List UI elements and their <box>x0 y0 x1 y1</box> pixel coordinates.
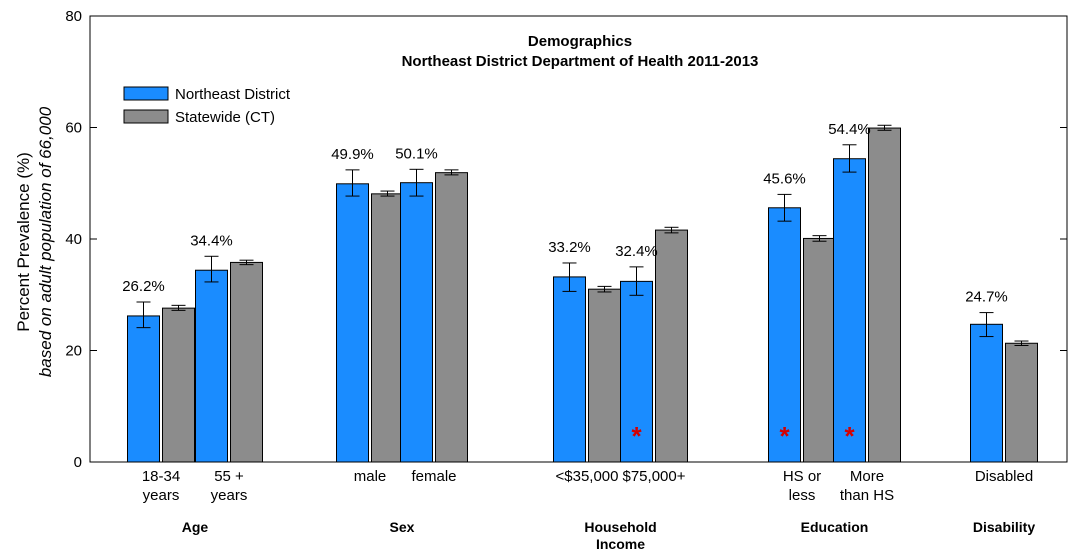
category-label: female <box>411 468 456 485</box>
y-tick-label: 0 <box>74 454 82 471</box>
group-label: Income <box>596 536 645 550</box>
chart-subtitle: Northeast District Department of Health … <box>402 53 759 70</box>
y-axis-label: Percent Prevalence (%) <box>14 152 33 332</box>
value-label: 49.9% <box>331 146 374 163</box>
bar-district <box>553 276 586 463</box>
bars <box>127 124 1038 463</box>
category-label: than HS <box>840 487 894 504</box>
value-label: 26.2% <box>122 278 165 295</box>
value-label: 33.2% <box>548 239 591 256</box>
bar-state <box>588 288 621 463</box>
bar-district <box>768 207 801 463</box>
bar-state <box>230 261 263 463</box>
group-label: Disability <box>973 519 1035 535</box>
category-label: less <box>789 487 816 504</box>
y-tick-label: 20 <box>65 343 82 360</box>
value-label: 24.7% <box>965 289 1008 306</box>
value-label: 34.4% <box>190 232 233 249</box>
y-tick-label: 60 <box>65 120 82 137</box>
bar-district <box>620 280 653 463</box>
labels: Demographics Northeast District Departme… <box>14 8 1035 550</box>
bar-district <box>970 323 1003 463</box>
group-label: Education <box>801 519 869 535</box>
y-axis-sublabel: based on adult population of 66,000 <box>36 106 55 377</box>
category-label: 55 + <box>214 468 244 485</box>
category-label: $75,000+ <box>623 468 686 485</box>
category-label: male <box>354 468 387 485</box>
axes <box>89 15 1068 463</box>
group-label: Age <box>182 519 209 535</box>
category-label: <$35,000 <box>556 468 619 485</box>
category-label: years <box>211 487 248 504</box>
legend-label-district: Northeast District <box>175 86 291 103</box>
category-label: years <box>143 487 180 504</box>
category-label: Disabled <box>975 468 1033 485</box>
bar-state <box>655 229 688 463</box>
significance-marker: * <box>844 421 855 451</box>
category-label: HS or <box>783 468 821 485</box>
y-tick-label: 40 <box>65 231 82 248</box>
legend-label-state: Statewide (CT) <box>175 109 275 126</box>
bar-district <box>833 158 866 463</box>
bar-state <box>162 307 195 463</box>
bar-state <box>371 193 404 463</box>
bar-state <box>868 127 901 463</box>
group-label: Household <box>584 519 656 535</box>
bar-state <box>435 172 468 463</box>
legend: Northeast District Statewide (CT) <box>123 86 291 126</box>
chart-title: Demographics <box>528 33 632 50</box>
bar-state <box>803 237 836 463</box>
significance-marker: * <box>779 421 790 451</box>
legend-swatch-district <box>123 86 169 101</box>
legend-swatch-state <box>123 109 169 124</box>
category-label: More <box>850 468 884 485</box>
value-label: 54.4% <box>828 121 871 138</box>
y-tick-label: 80 <box>65 8 82 25</box>
value-label: 50.1% <box>395 145 438 162</box>
bar-state <box>1005 342 1038 463</box>
bar-district <box>195 269 228 463</box>
bar-district <box>336 183 369 463</box>
value-label: 32.4% <box>615 243 658 260</box>
category-label: 18-34 <box>142 468 180 485</box>
value-label: 45.6% <box>763 170 806 187</box>
group-label: Sex <box>390 519 415 535</box>
significance-marker: * <box>631 421 642 451</box>
bar-district <box>400 182 433 463</box>
bar-district <box>127 315 160 463</box>
